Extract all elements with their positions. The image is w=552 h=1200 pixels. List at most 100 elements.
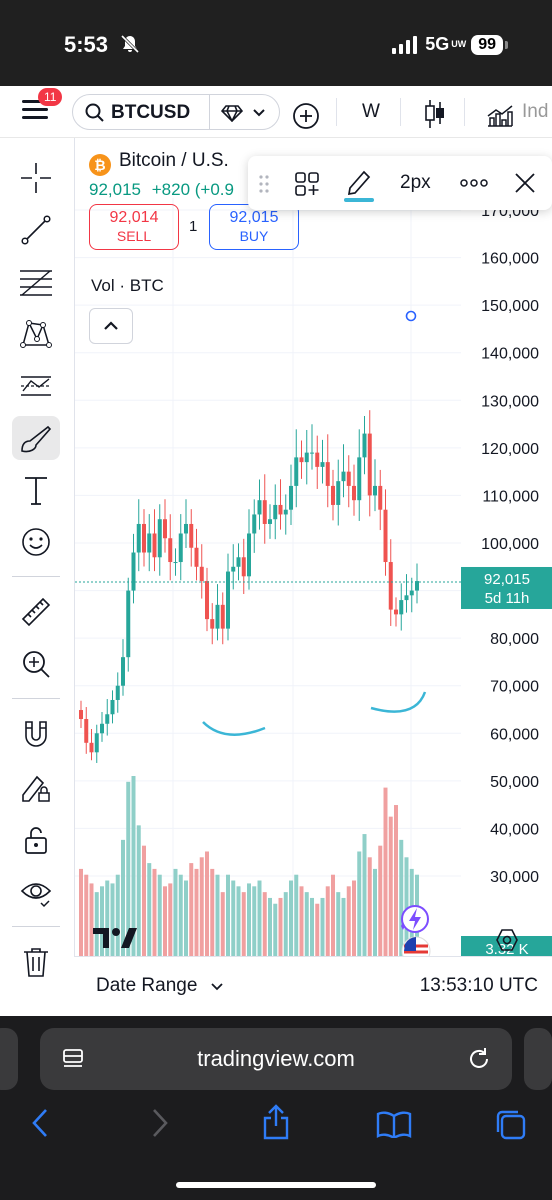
top-toolbar: 11 BTCUSD W Ind — [0, 86, 552, 138]
volume-bar — [299, 886, 304, 956]
candle-body — [215, 604, 220, 629]
date-range-label: Date Range — [96, 975, 198, 996]
share-icon[interactable] — [262, 1104, 290, 1140]
symbol-name: BTCUSD — [111, 102, 191, 123]
emoji-tool[interactable] — [12, 520, 60, 564]
settings-hexagon-icon[interactable] — [495, 928, 519, 952]
add-symbol-icon[interactable] — [292, 98, 320, 134]
diamond-icon[interactable] — [221, 104, 243, 122]
close-icon[interactable] — [514, 172, 536, 194]
tabs-icon[interactable] — [494, 1108, 528, 1142]
lock-drawing-tool[interactable] — [12, 766, 60, 810]
order-quantity[interactable]: 1 — [189, 218, 198, 235]
volume-bar — [378, 845, 383, 956]
price-tick-label: 50,000 — [490, 774, 539, 791]
chevron-up-icon — [104, 321, 118, 330]
forecast-tool[interactable] — [12, 364, 60, 408]
candle-body — [89, 742, 94, 753]
crosshair-tool[interactable] — [12, 156, 60, 200]
volume-bar — [273, 903, 278, 956]
templates-icon[interactable] — [294, 171, 320, 197]
candle-body — [231, 566, 236, 572]
interval-button[interactable]: W — [362, 101, 380, 122]
menu-icon[interactable] — [22, 100, 48, 124]
volume-bar — [257, 880, 262, 956]
text-tool[interactable] — [12, 468, 60, 512]
network-type: 5G — [425, 34, 450, 54]
candle-body — [367, 433, 372, 496]
drawing-anchor-point[interactable] — [405, 310, 417, 322]
zoom-in-icon — [23, 651, 50, 678]
next-tab-preview[interactable] — [524, 1028, 552, 1090]
magnet-tool[interactable] — [12, 712, 60, 756]
pattern-tool[interactable] — [12, 312, 60, 356]
price-chart[interactable]: 1 70,000 160,000 150,000 140,000 130,000 120,0… — [75, 138, 552, 1008]
candles-icon[interactable] — [424, 96, 446, 132]
symbol-search[interactable]: BTCUSD — [72, 94, 280, 130]
candle-body — [362, 433, 367, 458]
drawing-sidebar — [0, 138, 74, 1016]
candle-body — [220, 604, 225, 629]
candle-body — [409, 590, 414, 596]
volume-bar — [105, 880, 110, 956]
page-menu-icon[interactable] — [62, 1048, 84, 1070]
volume-bar — [147, 863, 152, 956]
fib-tool[interactable] — [12, 260, 60, 304]
candle-body — [105, 714, 110, 724]
eye-icon — [20, 883, 52, 908]
symbol-title[interactable]: Bitcoin / U.S. — [119, 150, 229, 171]
chart-bottom-bar: Date Range 13:53:10 UTC — [74, 956, 552, 1016]
date-range-button[interactable]: Date Range — [96, 975, 223, 997]
candle-body — [394, 609, 398, 615]
address-bar[interactable]: tradingview.com — [40, 1028, 512, 1090]
candle-body — [168, 538, 173, 563]
more-icon[interactable] — [460, 178, 488, 188]
pencil-color-icon[interactable] — [344, 166, 374, 202]
sell-button[interactable]: 92,014 SELL — [89, 204, 179, 250]
volume-bar — [163, 886, 167, 956]
volume-legend[interactable]: Vol · BTC — [91, 276, 164, 295]
candle-body — [115, 685, 120, 700]
volume-bar — [331, 874, 335, 956]
price-tick-label: 70,000 — [490, 679, 539, 696]
volume-bar — [367, 857, 372, 956]
line-width[interactable]: 2px — [400, 172, 431, 193]
candle-body — [252, 514, 257, 534]
pencil-lock-icon — [22, 775, 50, 802]
candle-body — [399, 600, 404, 615]
candle-body — [241, 557, 246, 577]
visibility-tool[interactable] — [12, 870, 60, 914]
volume-bar — [100, 886, 104, 956]
measure-tool[interactable] — [12, 590, 60, 634]
reload-icon[interactable] — [466, 1046, 492, 1072]
brush-curve-left[interactable] — [202, 721, 266, 736]
collapse-legend-button[interactable] — [89, 308, 133, 344]
chart-area[interactable]: 1 70,000 160,000 150,000 140,000 130,000 120,0… — [74, 138, 552, 1008]
indicators-label[interactable]: Ind — [522, 101, 549, 122]
bookmarks-icon[interactable] — [376, 1110, 412, 1138]
indicators-icon[interactable] — [486, 98, 514, 134]
brush-curve-right[interactable] — [370, 691, 427, 713]
lock-all-tool[interactable] — [12, 818, 60, 862]
price-tick-label: 120,000 — [481, 441, 539, 458]
delete-tool[interactable] — [12, 940, 60, 984]
lightning-icon[interactable] — [399, 904, 431, 934]
last-price: 92,015 — [89, 180, 141, 199]
buy-button[interactable]: 92,015 BUY — [209, 204, 299, 250]
zoom-tool[interactable] — [12, 642, 60, 686]
prev-tab-preview[interactable] — [0, 1028, 18, 1090]
trendline-tool[interactable] — [12, 208, 60, 252]
back-icon[interactable] — [30, 1108, 50, 1138]
tradingview-app: 11 BTCUSD W Ind — [0, 86, 552, 1016]
candle-body — [310, 452, 314, 454]
chevron-down-icon[interactable] — [253, 108, 265, 118]
volume-bar — [126, 781, 131, 956]
volume-bar — [152, 868, 157, 956]
url-text[interactable]: tradingview.com — [197, 1046, 355, 1071]
brush-tool[interactable] — [12, 416, 60, 460]
utc-clock[interactable]: 13:53:10 UTC — [419, 975, 538, 996]
drag-handle-icon[interactable] — [258, 174, 270, 194]
candle-body — [226, 571, 230, 629]
volume-bar — [294, 874, 299, 956]
candle-body — [79, 710, 83, 720]
